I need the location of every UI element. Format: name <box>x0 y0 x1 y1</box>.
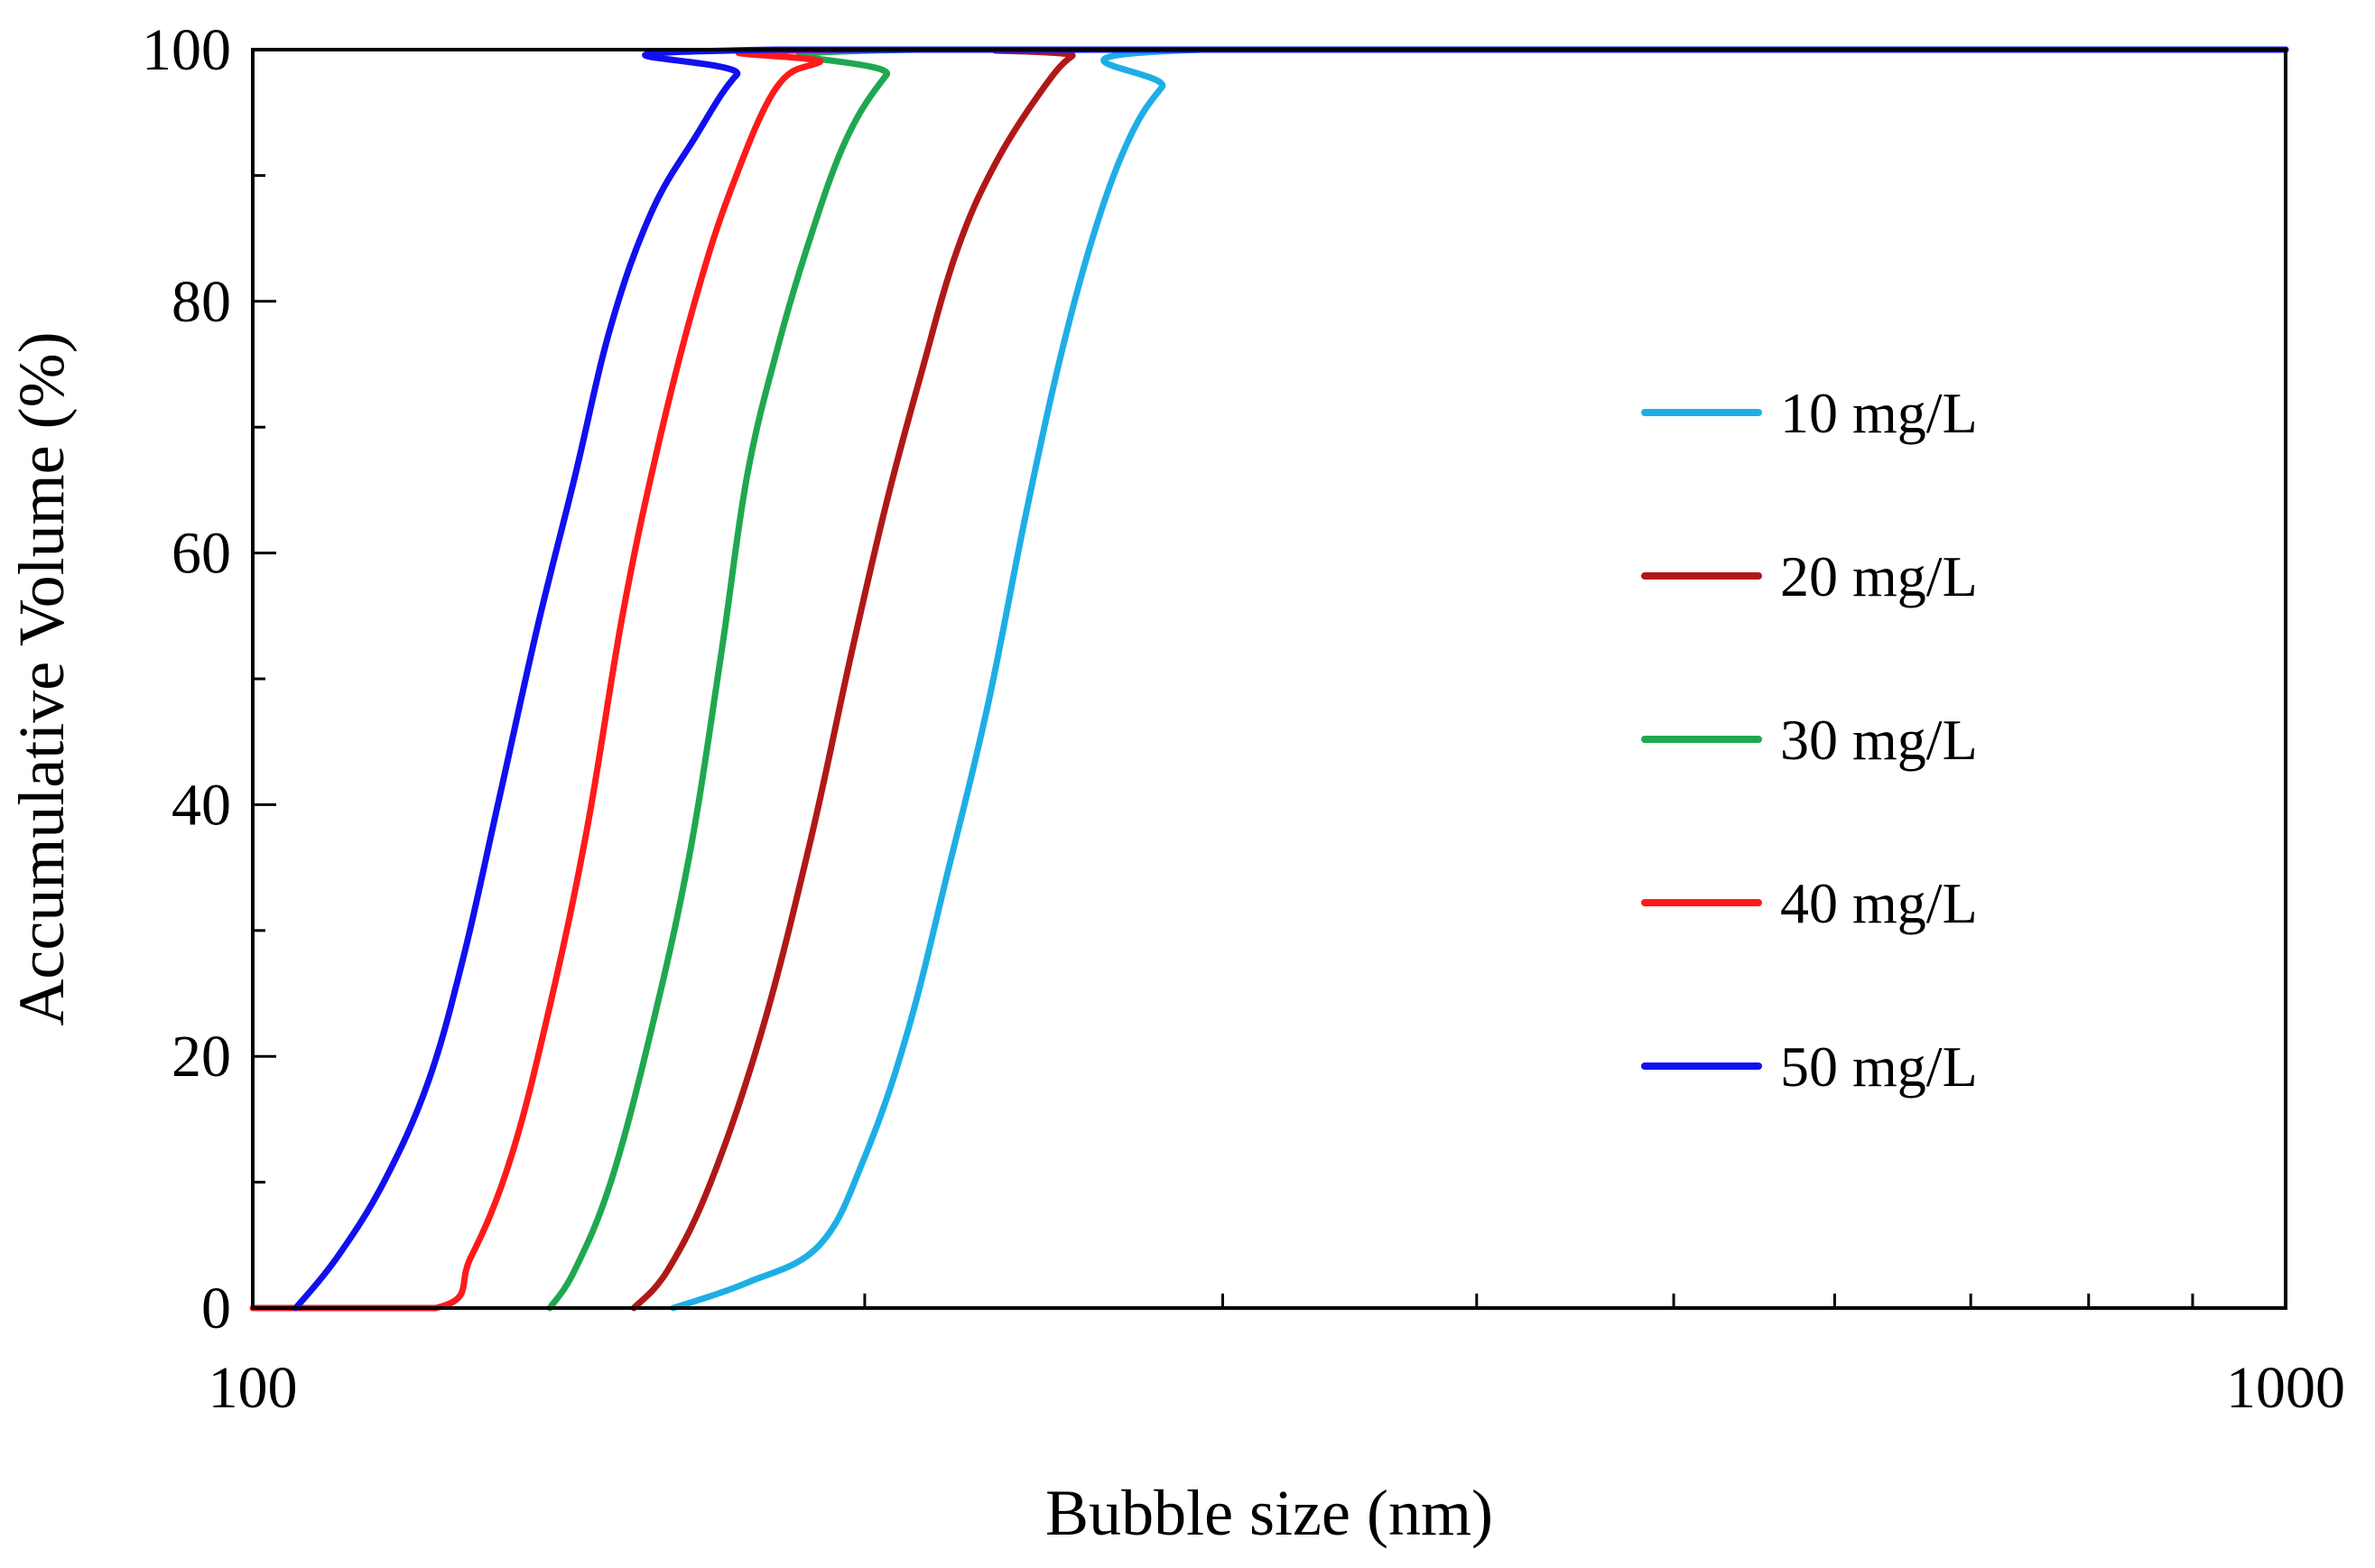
series-line-3 <box>546 46 2289 1312</box>
x-tick-label: 100 <box>209 1355 298 1421</box>
y-axis-title: Accumulative Volume (%) <box>5 331 78 1025</box>
tick-labels: 0 20 40 60 80 100 100 1000 <box>142 17 2345 1421</box>
legend-item: 40 mg/L <box>1641 871 1978 935</box>
legend-label: 10 mg/L <box>1780 381 1978 445</box>
series-line-1 <box>670 46 2289 1312</box>
plot-frame <box>251 48 2287 1310</box>
y-tick-label: 20 <box>172 1024 231 1090</box>
legend-item: 20 mg/L <box>1641 544 1978 608</box>
x-axis-title: Bubble size (nm) <box>1045 1477 1493 1549</box>
legend-label: 30 mg/L <box>1780 708 1978 772</box>
series-line-5 <box>292 46 2289 1312</box>
legend-label: 40 mg/L <box>1780 871 1978 935</box>
legend-item: 30 mg/L <box>1641 708 1978 772</box>
y-tick-label: 40 <box>172 772 231 838</box>
series-line-4 <box>249 46 2289 1312</box>
axis-ticks <box>253 48 2194 1310</box>
y-tick-label: 0 <box>201 1276 231 1341</box>
data-lines <box>249 46 2289 1312</box>
y-tick-label: 80 <box>172 269 231 335</box>
legend: 10 mg/L 20 mg/L 30 mg/L 40 mg/L 50 mg/L <box>1641 381 1978 1099</box>
x-tick-label: 1000 <box>2226 1355 2345 1421</box>
legend-label: 20 mg/L <box>1780 544 1978 608</box>
y-tick-label: 60 <box>172 521 231 587</box>
y-tick-label: 100 <box>142 17 231 83</box>
legend-item: 10 mg/L <box>1641 381 1978 445</box>
legend-item: 50 mg/L <box>1641 1035 1978 1099</box>
legend-label: 50 mg/L <box>1780 1035 1978 1099</box>
